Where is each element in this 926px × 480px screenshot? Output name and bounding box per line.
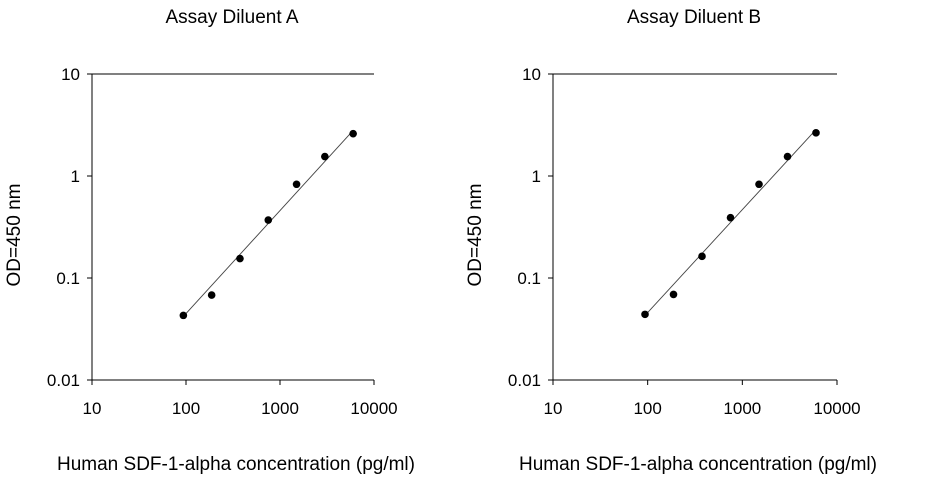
y-tick-label: 1 — [71, 167, 80, 186]
y-tick-label: 1 — [532, 167, 541, 186]
data-point — [349, 129, 357, 138]
chart-title: Assay Diluent B — [627, 7, 761, 28]
data-point — [726, 213, 735, 222]
y-tick-label: 10 — [61, 65, 80, 84]
x-tick-label: 10000 — [813, 399, 860, 418]
x-tick-label: 10000 — [350, 399, 397, 418]
data-point — [321, 152, 329, 161]
x-tick-label: 1000 — [723, 399, 761, 418]
chart-panel: Assay Diluent B 0.01 0.1 1 10 10 100 1000 10000 O… — [465, 7, 877, 475]
data-point — [698, 252, 706, 261]
data-point — [812, 129, 820, 137]
data-point — [179, 311, 188, 320]
y-tick-label: 0.01 — [508, 371, 541, 390]
y-tick-label: 0.1 — [56, 269, 80, 288]
chart-title: Assay Diluent A — [165, 7, 298, 28]
data-point — [783, 152, 792, 161]
data-point — [669, 290, 678, 299]
x-tick-label: 100 — [172, 399, 200, 418]
y-tick-label: 0.1 — [517, 269, 541, 288]
x-tick-label: 1000 — [261, 399, 299, 418]
fit-line — [644, 129, 817, 316]
data-point — [207, 291, 216, 299]
y-axis-label: OD=450 nm — [4, 184, 25, 287]
y-axis-label: OD=450 nm — [465, 184, 486, 287]
data-point — [641, 310, 649, 319]
x-axis-label: Human SDF-1-alpha concentration (pg/ml) — [57, 454, 415, 475]
data-point — [292, 180, 301, 189]
data-point — [236, 254, 244, 263]
x-tick-label: 10 — [83, 399, 102, 418]
chart-panel: Assay Diluent A 0.01 0.1 1 10 10 100 1000 10000 O… — [4, 7, 415, 475]
data-point — [264, 216, 273, 224]
x-axis-label: Human SDF-1-alpha concentration (pg/ml) — [519, 454, 877, 475]
y-tick-label: 10 — [522, 65, 541, 84]
data-point — [755, 180, 763, 189]
y-tick-label: 0.01 — [47, 371, 80, 390]
x-tick-label: 100 — [633, 399, 661, 418]
x-tick-label: 10 — [544, 399, 563, 418]
